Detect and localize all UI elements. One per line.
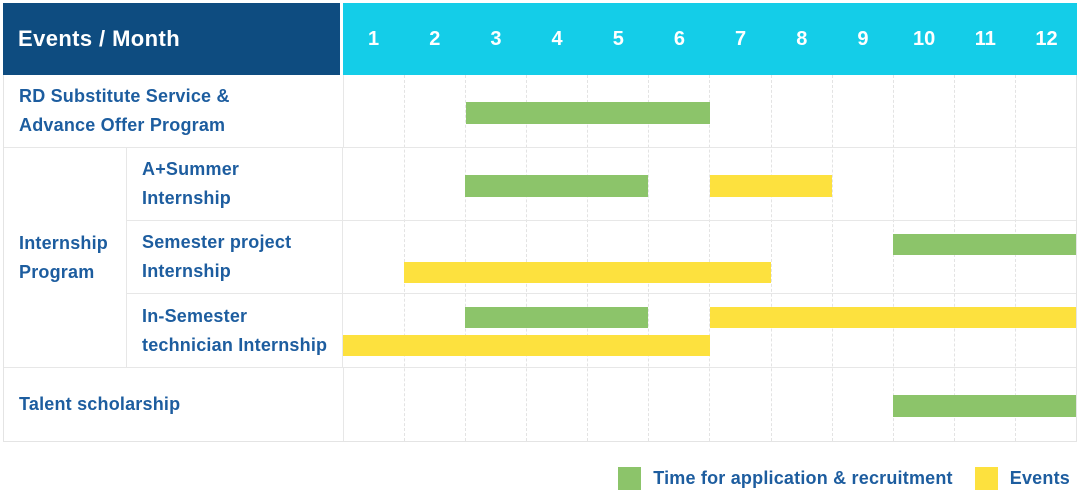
chart-in-semester-technician — [343, 294, 1076, 367]
green-swatch-icon — [618, 467, 642, 490]
label-line: Internship — [19, 232, 109, 253]
row-in-semester-technician: In-Semester technician Internship — [127, 294, 1076, 367]
label-line: Semester project — [142, 232, 292, 252]
yellow-swatch-icon — [974, 467, 998, 490]
table-body: RD Substitute Service & Advance Offer Pr… — [3, 75, 1077, 442]
label-line: Program — [19, 261, 95, 282]
legend-label: Events — [1009, 468, 1070, 488]
gantt-bar-green-m10-m12 — [892, 234, 1076, 255]
events-month-header-cell: Events / Month — [3, 3, 343, 75]
month-label-4: 4 — [551, 27, 563, 50]
legend-item-events: Events — [974, 467, 1070, 490]
gantt-bar-green-m3-m5 — [465, 307, 649, 328]
gantt-bar-yellow-m2-m7 — [404, 262, 771, 283]
month-label-1: 1 — [368, 27, 380, 50]
chart-rd-substitute — [344, 75, 1076, 147]
legend-label: Time for application & recruitment — [653, 468, 953, 488]
gantt-bar-yellow-m1-m6 — [343, 335, 710, 356]
row-label-in-semester-technician: In-Semester technician Internship — [127, 294, 343, 367]
table-header-row: Events / Month 1 2 3 4 5 6 7 8 9 10 11 12 — [3, 3, 1077, 75]
legend: Time for application & recruitment Event… — [3, 467, 1077, 490]
label-line: Internship — [142, 261, 232, 281]
month-label-12: 12 — [1035, 27, 1058, 50]
label-line: Advance Offer Program — [19, 115, 226, 135]
schedule-table: Events / Month 1 2 3 4 5 6 7 8 9 10 11 12 RD Substi… — [3, 3, 1077, 442]
month-label-9: 9 — [857, 27, 869, 50]
month-label-10: 10 — [913, 27, 936, 50]
label-line: Internship — [142, 188, 232, 208]
row-label-internship-program: Internship Program — [4, 148, 127, 367]
row-talent-scholarship: Talent scholarship — [4, 368, 1076, 441]
month-header: 1 2 3 4 5 6 7 8 9 10 11 12 — [343, 3, 1077, 75]
row-a-plus-summer: A+Summer Internship — [127, 148, 1076, 221]
chart-semester-project — [343, 221, 1076, 293]
gantt-bar-yellow-m7-m12 — [709, 307, 1076, 328]
row-semester-project: Semester project Internship — [127, 221, 1076, 294]
gantt-bar-green-m3-m6 — [466, 102, 710, 124]
label-line: Talent scholarship — [19, 394, 181, 414]
chart-talent-scholarship — [344, 368, 1076, 441]
gantt-bar-yellow-m7-m8 — [709, 175, 832, 197]
gantt-bar-green-m10-m12 — [893, 395, 1076, 417]
row-label-semester-project: Semester project Internship — [127, 221, 343, 293]
row-rd-substitute: RD Substitute Service & Advance Offer Pr… — [4, 75, 1076, 148]
label-line: technician Internship — [142, 334, 328, 355]
label-line: RD Substitute Service & — [19, 86, 230, 106]
internship-subrows: A+Summer Internship Semester project Int… — [127, 148, 1076, 367]
group-internship-program: Internship Program A+Summer Internship S… — [4, 148, 1076, 368]
label-line: A+Summer — [142, 159, 240, 179]
row-label-a-plus-summer: A+Summer Internship — [127, 148, 343, 220]
month-label-3: 3 — [490, 27, 502, 50]
label-line: In-Semester — [142, 305, 248, 326]
month-label-5: 5 — [612, 27, 624, 50]
row-label-rd-substitute: RD Substitute Service & Advance Offer Pr… — [4, 75, 344, 147]
month-label-2: 2 — [429, 27, 441, 50]
row-label-talent-scholarship: Talent scholarship — [4, 368, 344, 441]
legend-item-application-recruitment: Time for application & recruitment — [618, 467, 953, 490]
month-label-7: 7 — [735, 27, 747, 50]
month-label-11: 11 — [974, 27, 996, 50]
gantt-bar-green-m3-m5 — [465, 175, 649, 197]
chart-a-plus-summer — [343, 148, 1076, 220]
month-label-6: 6 — [673, 27, 685, 50]
month-label-8: 8 — [796, 27, 808, 50]
table-title: Events / Month — [18, 26, 181, 51]
